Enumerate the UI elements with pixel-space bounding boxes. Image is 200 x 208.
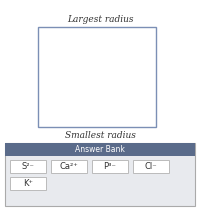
Text: Cl⁻: Cl⁻ xyxy=(145,162,157,171)
Text: Largest radius: Largest radius xyxy=(67,15,133,24)
Text: Answer Bank: Answer Bank xyxy=(75,145,125,154)
FancyBboxPatch shape xyxy=(10,160,46,173)
Text: K⁺: K⁺ xyxy=(23,179,33,188)
FancyBboxPatch shape xyxy=(133,160,169,173)
FancyBboxPatch shape xyxy=(38,27,156,127)
FancyBboxPatch shape xyxy=(92,160,128,173)
Text: P³⁻: P³⁻ xyxy=(104,162,116,171)
Text: Ca²⁺: Ca²⁺ xyxy=(60,162,78,171)
FancyBboxPatch shape xyxy=(10,177,46,190)
FancyBboxPatch shape xyxy=(5,143,195,156)
Text: S²⁻: S²⁻ xyxy=(22,162,34,171)
Text: Smallest radius: Smallest radius xyxy=(65,130,135,140)
FancyBboxPatch shape xyxy=(5,143,195,206)
FancyBboxPatch shape xyxy=(51,160,87,173)
